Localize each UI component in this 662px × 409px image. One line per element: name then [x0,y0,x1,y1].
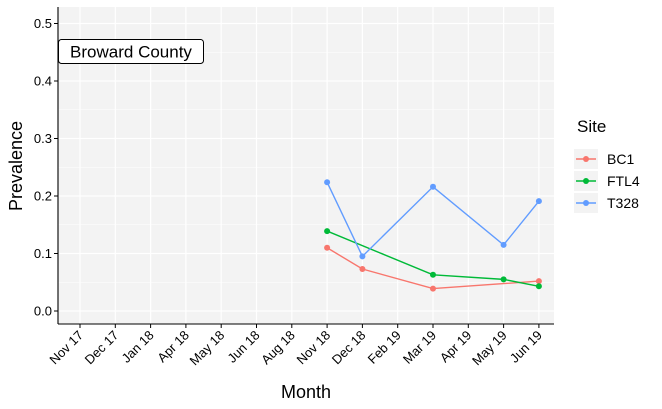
x-tick-label: Jun 18 [224,328,262,366]
x-tick-label: Apr 18 [154,328,192,366]
x-axis-title: Month [281,382,331,402]
data-point [500,276,507,283]
legend-items: BC1 FTL4 T328 [574,149,640,213]
x-tick-label: Jan 18 [119,328,157,366]
grid-minor [58,51,554,283]
data-point [430,285,436,292]
x-tick-label: Nov 18 [293,328,333,368]
y-axis-title: Prevalence [6,121,26,211]
y-tick-label: 0.5 [34,16,52,31]
series-line [326,230,540,287]
data-point [535,283,542,290]
data-point [535,198,542,205]
legend-label: FTL4 [607,173,640,189]
data-point [359,253,366,260]
x-tick-label: May 19 [469,328,510,369]
data-point [500,241,507,248]
y-tick-label: 0.0 [34,304,52,319]
x-tick-label: Aug 18 [258,328,298,368]
legend-key-point [583,156,589,162]
x-tick-label: Jun 19 [507,328,545,366]
x-tick-label: May 18 [187,328,228,369]
legend: Site BC1 FTL4 T328 [574,117,640,213]
data-point [359,266,366,273]
series-layer [324,179,542,292]
legend-key-point [583,178,589,184]
y-tick-label: 0.4 [34,74,52,89]
x-tick-label: Mar 19 [400,328,439,367]
x-tick-label: Apr 19 [437,328,475,366]
y-axis-ticks: 0.0 0.1 0.2 0.3 0.4 0.5 [34,16,58,319]
data-point [430,183,436,190]
x-tick-label: Feb 19 [365,328,404,367]
legend-title: Site [577,117,606,136]
annotation-text: Broward County [70,43,192,62]
y-tick-label: 0.2 [34,189,52,204]
legend-label: T328 [607,195,639,211]
data-point [324,179,331,186]
x-tick-label: Dec 18 [329,328,369,368]
y-tick-label: 0.1 [34,246,52,261]
annotation-label: Broward County [58,39,204,64]
legend-label: BC1 [607,151,634,167]
data-point [324,228,331,235]
data-point [535,278,542,285]
data-point [430,271,436,278]
legend-key-point [583,200,589,206]
y-tick-label: 0.3 [34,131,52,146]
data-point [324,244,331,251]
x-tick-label: Nov 17 [46,328,86,368]
series-line [326,247,539,290]
x-tick-label: Dec 17 [82,328,122,368]
